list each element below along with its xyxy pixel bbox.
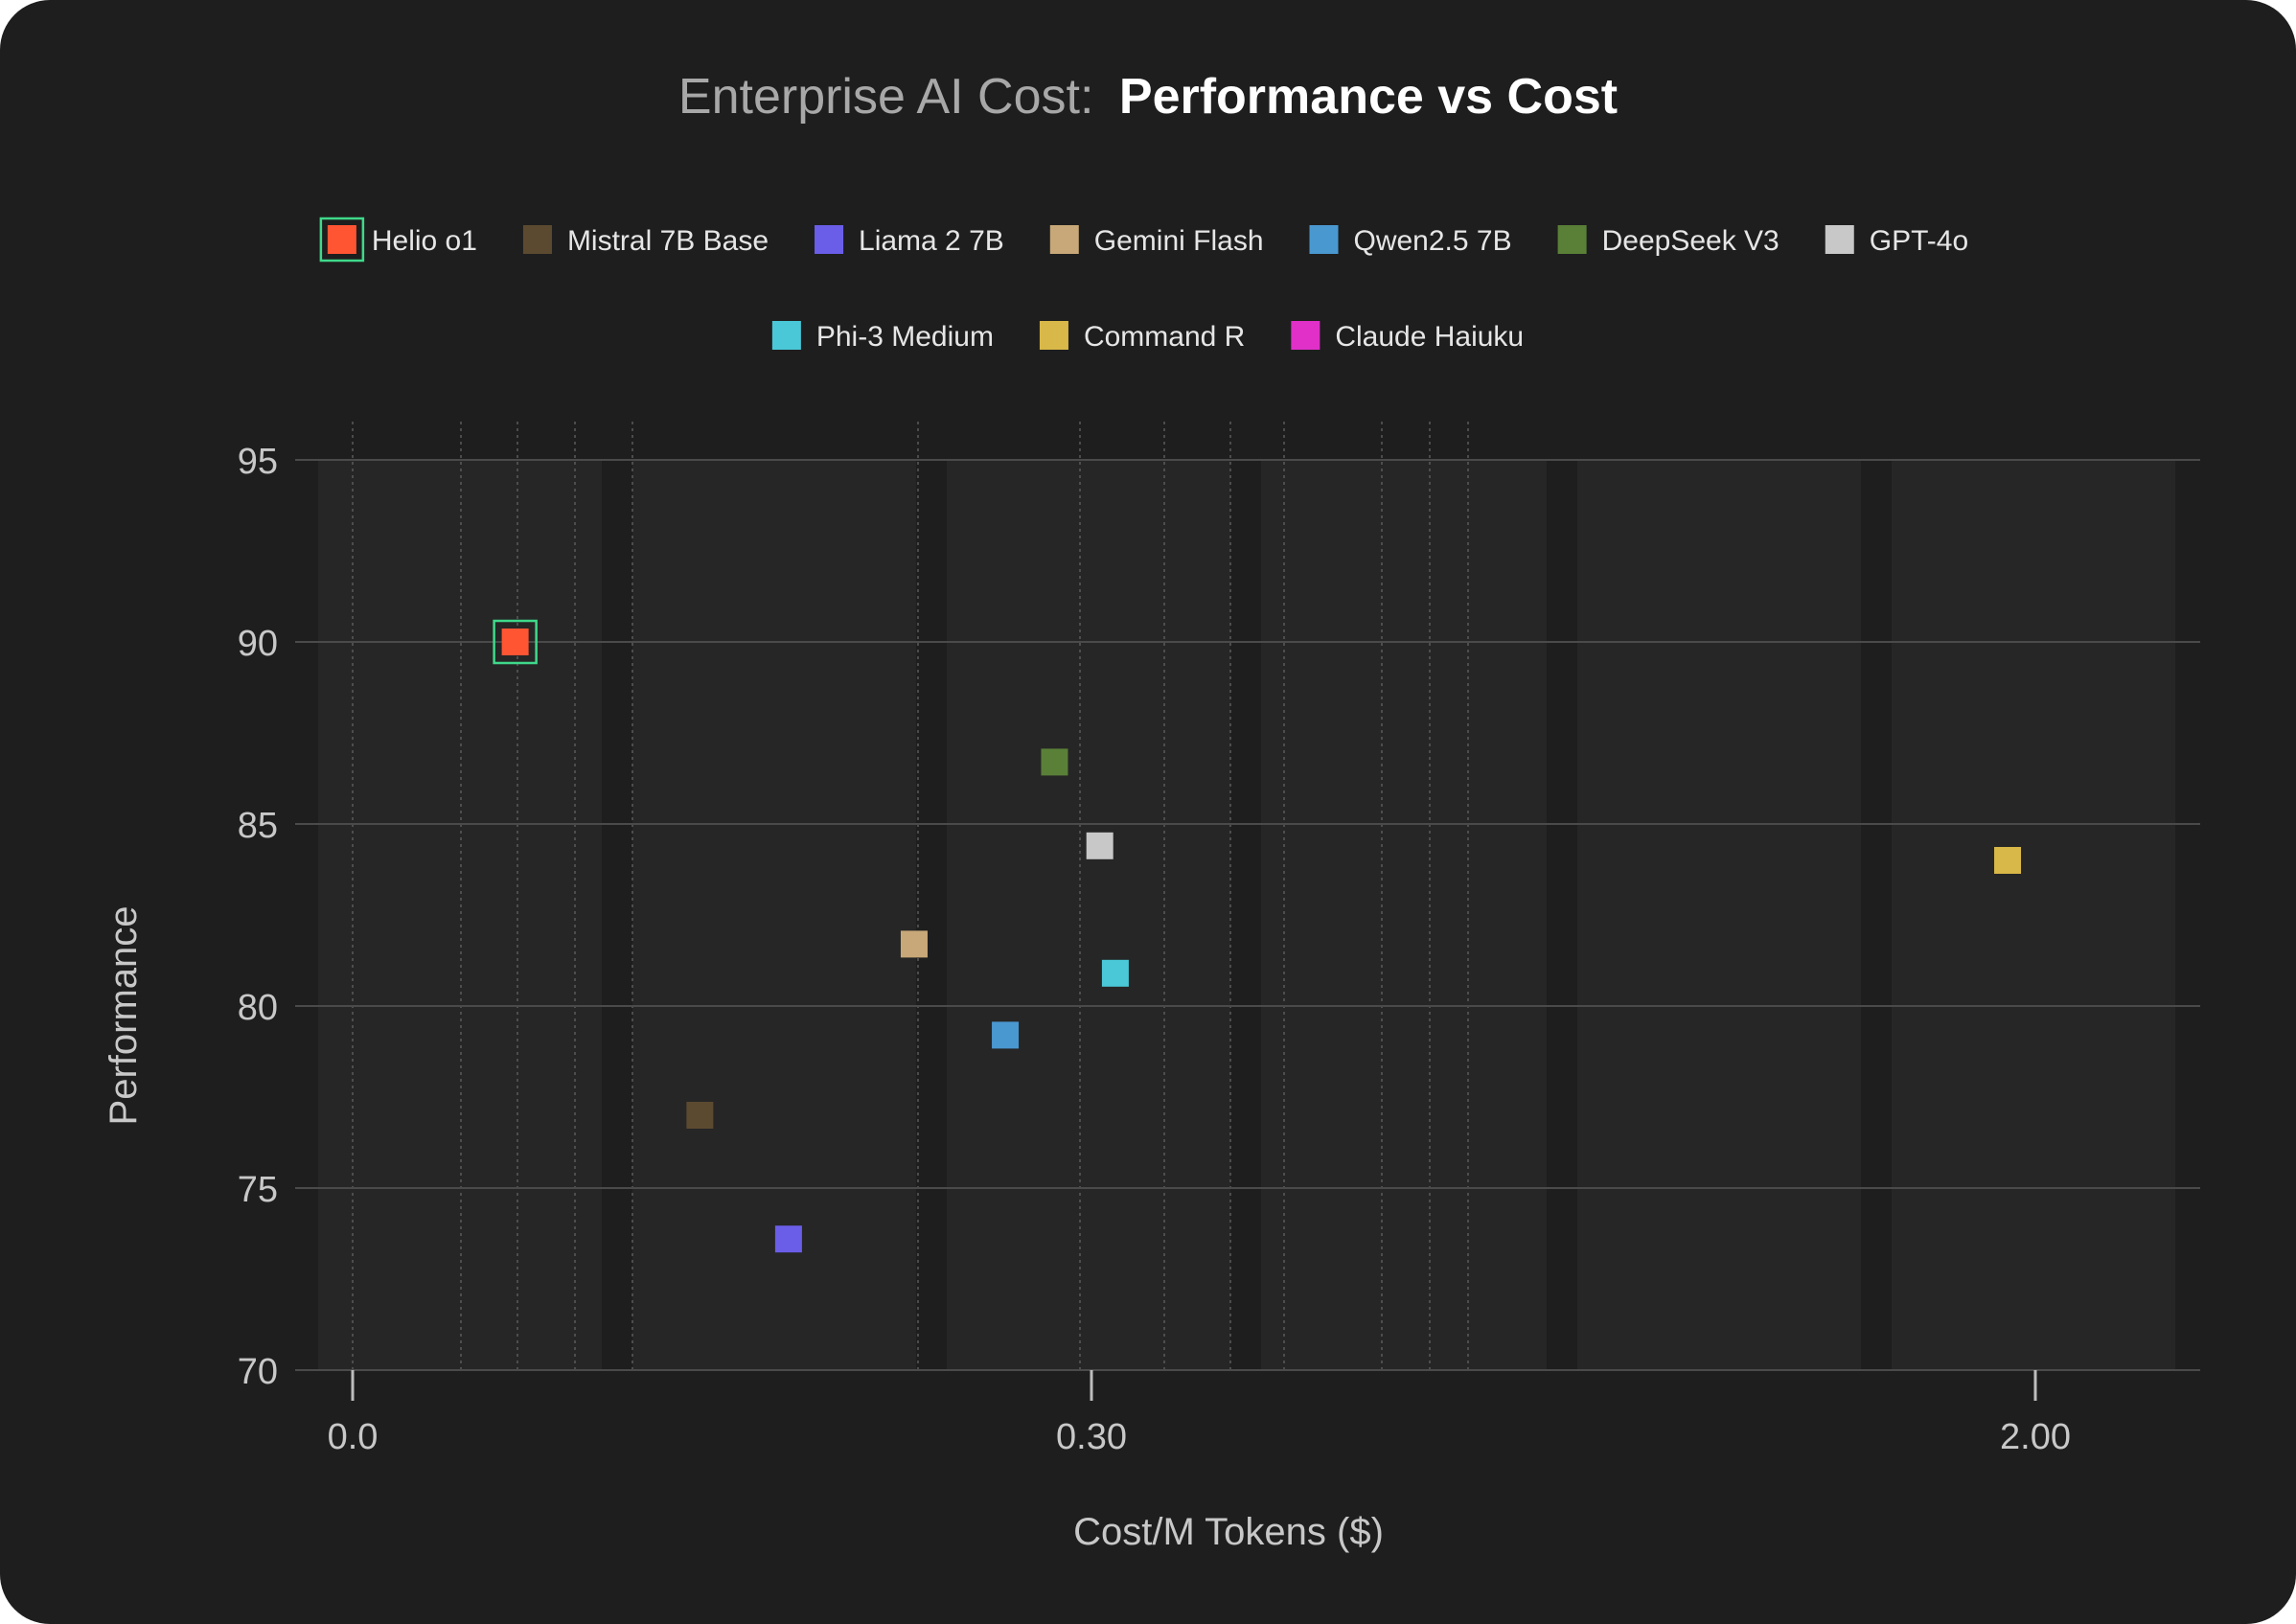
legend-label: Mistral 7B Base	[567, 225, 769, 257]
background-band	[1577, 460, 1861, 1370]
legend-swatch	[1039, 321, 1068, 350]
legend-item[interactable]: Phi-3 Medium	[771, 321, 994, 353]
legend-label: Phi-3 Medium	[816, 321, 994, 353]
legend-item[interactable]: DeepSeek V3	[1557, 225, 1779, 257]
background-bands	[318, 460, 2175, 1370]
legend-label: Helio o1	[372, 225, 477, 257]
x-axis-label: Cost/M Tokens ($)	[1073, 1511, 1384, 1553]
x-axis-ticks: 0.0 0.30 2.00	[328, 1370, 2071, 1457]
y-tick-label: 70	[238, 1352, 278, 1392]
legend-item[interactable]: Helio o1	[319, 217, 477, 263]
legend-swatch	[327, 225, 356, 254]
data-point[interactable]	[1086, 832, 1114, 859]
legend-swatch	[1291, 321, 1320, 350]
legend-swatch	[1309, 225, 1339, 254]
background-band	[1892, 460, 2175, 1370]
legend-swatch	[1557, 225, 1587, 254]
legend-item[interactable]: Command R	[1039, 321, 1245, 353]
chart-title-prefix: Enterprise AI Cost:	[678, 69, 1094, 125]
background-band	[632, 460, 916, 1370]
y-axis-ticks: 95 90 85 80 75 70	[238, 442, 278, 1392]
x-tick-label: 2.00	[2000, 1417, 2071, 1457]
legend-label: Claude Haiuku	[1335, 321, 1524, 353]
legend-swatch	[1049, 225, 1079, 254]
legend[interactable]: Helio o1 Mistral 7B Base Liama 2 7B Gemini …	[319, 217, 1968, 353]
legend-swatch	[815, 225, 844, 254]
data-points	[493, 619, 2022, 1253]
legend-label: Gemini Flash	[1094, 225, 1264, 257]
legend-swatch	[771, 321, 801, 350]
data-point[interactable]	[1994, 847, 2022, 874]
data-point[interactable]	[900, 930, 928, 958]
background-band	[947, 460, 1230, 1370]
chart-title-main: Performance vs Cost	[1119, 69, 1618, 125]
background-band	[1261, 460, 1547, 1370]
legend-item[interactable]: Gemini Flash	[1049, 225, 1264, 257]
legend-highlight-ring	[319, 217, 365, 263]
data-point[interactable]	[501, 629, 529, 655]
legend-label: Liama 2 7B	[859, 225, 1004, 257]
y-tick-label: 90	[238, 624, 278, 664]
data-point[interactable]	[774, 1225, 802, 1253]
y-tick-label: 85	[238, 806, 278, 846]
y-tick-label: 95	[238, 442, 278, 482]
legend-label: GPT-4o	[1870, 225, 1968, 257]
legend-item[interactable]: Qwen2.5 7B	[1309, 225, 1512, 257]
chart-title: Enterprise AI Cost: Performance vs Cost	[678, 69, 1618, 125]
data-point[interactable]	[686, 1102, 714, 1129]
y-axis-label: Performance	[103, 906, 145, 1126]
x-tick-label: 0.30	[1056, 1417, 1127, 1457]
legend-label: DeepSeek V3	[1602, 225, 1779, 257]
legend-item[interactable]: Claude Haiuku	[1291, 321, 1524, 353]
background-band	[318, 460, 602, 1370]
y-tick-label: 80	[238, 988, 278, 1028]
legend-item[interactable]: GPT-4o	[1825, 225, 1968, 257]
y-tick-label: 75	[238, 1170, 278, 1210]
horizontal-gridlines	[295, 459, 2200, 1371]
highlight-ring	[493, 619, 538, 665]
data-point[interactable]	[1101, 959, 1129, 987]
legend-label: Command R	[1084, 321, 1245, 353]
legend-swatch	[522, 225, 552, 254]
legend-item[interactable]: Liama 2 7B	[815, 225, 1004, 257]
data-point[interactable]	[992, 1021, 1020, 1049]
x-tick-label: 0.0	[328, 1417, 379, 1457]
legend-swatch	[1825, 225, 1854, 254]
legend-label: Qwen2.5 7B	[1354, 225, 1512, 257]
legend-item[interactable]: Mistral 7B Base	[522, 225, 769, 257]
data-point[interactable]	[1041, 748, 1068, 776]
